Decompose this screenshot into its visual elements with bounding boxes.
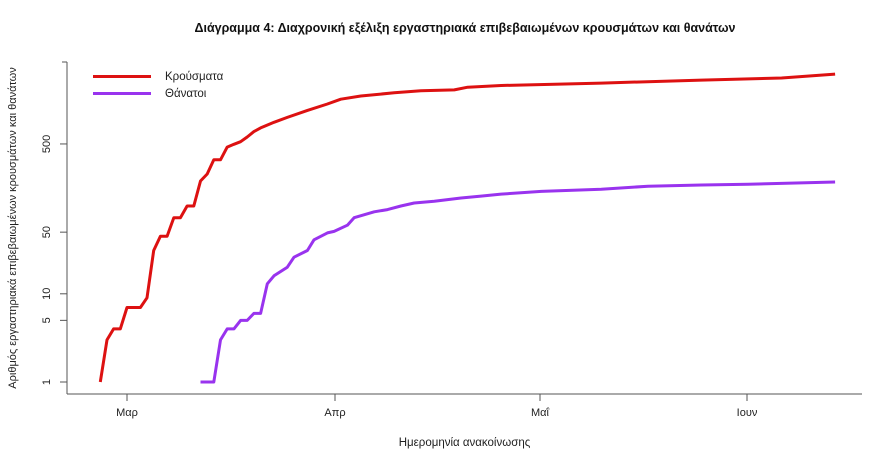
x-tick-label: Απρ — [324, 407, 345, 419]
legend-label-deaths: Θάνατοι — [165, 87, 207, 100]
y-tick-label: 10 — [41, 288, 53, 300]
y-tick-label: 500 — [41, 135, 53, 153]
x-tick-label: Μαρ — [116, 407, 138, 419]
x-axis-label: Ημερομηνία ανακοίνωσης — [398, 437, 531, 449]
legend: Κρούσματα Θάνατοι — [93, 68, 223, 102]
chart-title: Διάγραμμα 4: Διαχρονική εξέλιξη εργαστηρ… — [194, 21, 736, 35]
series-layer — [98, 72, 836, 384]
legend-swatch-deaths — [93, 92, 151, 95]
deaths-line — [200, 180, 836, 384]
legend-item-deaths: Θάνατοι — [93, 85, 223, 102]
legend-label-cases: Κρούσματα — [165, 70, 224, 83]
y-tick-label: 50 — [41, 226, 53, 238]
x-tick-label: Μαΐ — [531, 407, 550, 419]
y-axis-label: Αριθμός εργαστηριακά επιβεβαιωμένων κρου… — [7, 67, 19, 389]
cases-line — [98, 72, 836, 383]
y-tick-label: 1 — [41, 379, 53, 385]
y-tick-label: 5 — [41, 317, 53, 323]
axes: 1 5 10 50 500 Μαρ Απρ Μαΐ Ιουν — [41, 61, 862, 419]
x-tick-label: Ιουν — [737, 407, 758, 419]
legend-item-cases: Κρούσματα — [93, 68, 223, 85]
legend-swatch-cases — [93, 75, 151, 78]
